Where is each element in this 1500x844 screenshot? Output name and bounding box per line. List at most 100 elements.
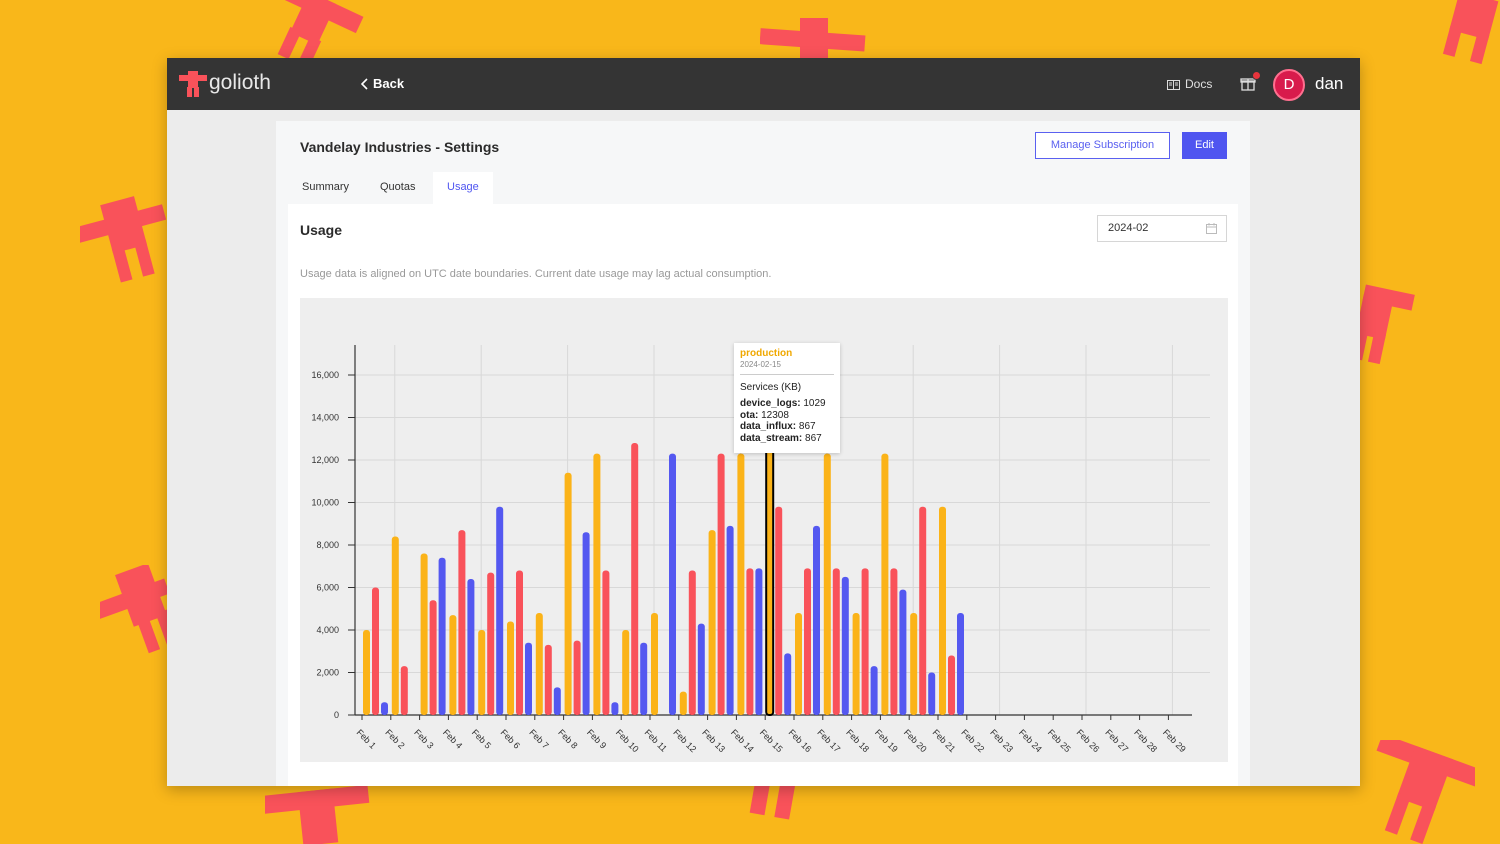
calendar-icon: [1206, 223, 1217, 234]
bar: [535, 613, 543, 715]
mascot-decoration-icon: [1442, 0, 1499, 65]
mascot-decoration-icon: [1376, 740, 1475, 844]
bar: [507, 621, 514, 715]
x-tick-label: Feb 13: [700, 727, 727, 754]
bar: [363, 630, 370, 715]
x-tick-label: Feb 7: [527, 727, 550, 750]
bar: [651, 613, 658, 715]
bar: [449, 615, 457, 715]
username[interactable]: dan: [1315, 74, 1344, 93]
x-tick-label: Feb 12: [671, 727, 698, 754]
golioth-logo-icon: [179, 71, 207, 97]
bar: [852, 613, 860, 715]
x-tick-label: Feb 3: [412, 727, 435, 750]
bar: [928, 672, 936, 715]
tooltip-heading: Services (KB): [740, 382, 802, 393]
bar: [881, 453, 889, 715]
x-tick-label: Feb 29: [1161, 727, 1188, 754]
usage-title: Usage: [300, 222, 343, 238]
tooltip-row: data_influx: 867: [740, 421, 834, 433]
bar: [861, 568, 869, 715]
bar: [708, 530, 716, 715]
tooltip-key: ota:: [740, 409, 759, 421]
tooltip-date: 2024-02-15: [740, 360, 781, 369]
x-tick-label: Feb 27: [1103, 727, 1130, 754]
manage-subscription-button[interactable]: Manage Subscription: [1035, 132, 1170, 159]
bar: [553, 687, 561, 715]
x-tick-label: Feb 6: [499, 727, 522, 750]
y-tick-label: 2,000: [316, 668, 339, 678]
x-tick-label: Feb 16: [787, 727, 814, 754]
gift-icon[interactable]: [1240, 75, 1256, 91]
x-tick-label: Feb 1: [355, 727, 378, 750]
bar: [467, 579, 475, 715]
x-tick-label: Feb 4: [441, 727, 464, 750]
chart-tooltip: production 2024-02-15 Services (KB) devi…: [734, 343, 840, 453]
back-button[interactable]: Back: [360, 76, 405, 91]
x-tick-label: Feb 14: [729, 727, 756, 754]
x-tick-label: Feb 26: [1075, 727, 1102, 754]
tooltip-value: 1029: [803, 398, 826, 409]
bar: [602, 570, 610, 715]
x-tick-label: Feb 22: [959, 727, 986, 754]
bar: [823, 453, 831, 715]
x-tick-label: Feb 9: [585, 727, 608, 750]
x-tick-label: Feb 20: [902, 727, 929, 754]
bar: [737, 453, 745, 715]
bar: [564, 472, 572, 715]
notification-dot: [1252, 71, 1261, 80]
month-value: 2024-02: [1108, 222, 1149, 234]
x-tick-label: Feb 11: [643, 727, 669, 753]
bar: [804, 568, 811, 715]
y-tick-label: 10,000: [311, 498, 339, 508]
back-label: Back: [373, 76, 405, 91]
x-tick-label: Feb 8: [556, 727, 579, 750]
bar: [544, 644, 552, 715]
bar: [910, 613, 918, 715]
bar: [775, 506, 783, 715]
y-tick-label: 14,000: [311, 413, 339, 423]
tab-usage[interactable]: Usage: [433, 172, 493, 204]
bar: [919, 506, 927, 715]
tooltip-value: 12308: [761, 409, 789, 421]
y-tick-label: 8,000: [316, 540, 339, 550]
x-tick-label: Feb 19: [873, 727, 900, 754]
bar: [870, 666, 878, 715]
tooltip-key: data_influx:: [740, 421, 797, 432]
tooltip-key: device_logs:: [740, 398, 801, 409]
x-tick-label: Feb 25: [1046, 727, 1073, 754]
tab-quotas[interactable]: Quotas: [380, 181, 416, 193]
bar: [832, 568, 840, 715]
tooltip-project: production: [740, 348, 793, 359]
bar: [573, 640, 581, 715]
mascot-decoration-icon: [749, 782, 796, 820]
bar: [438, 557, 446, 715]
x-tick-label: Feb 28: [1132, 727, 1159, 754]
docs-link[interactable]: Docs: [1167, 77, 1212, 91]
avatar[interactable]: D: [1273, 69, 1305, 101]
bar: [679, 691, 687, 715]
tooltip-row: data_stream: 867: [740, 433, 834, 445]
bar: [478, 630, 486, 715]
bar: [813, 525, 820, 715]
x-tick-label: Feb 18: [844, 727, 871, 754]
bar: [939, 506, 946, 715]
y-tick-label: 0: [334, 710, 339, 720]
bar: [525, 642, 532, 715]
month-picker[interactable]: 2024-02: [1097, 215, 1227, 242]
bar: [640, 642, 648, 715]
usage-note: Usage data is aligned on UTC date bounda…: [300, 268, 772, 280]
edit-button[interactable]: Edit: [1182, 132, 1227, 159]
bar: [890, 568, 898, 715]
tab-summary[interactable]: Summary: [302, 181, 350, 193]
bar: [420, 553, 428, 715]
mascot-decoration-icon: [274, 0, 364, 60]
bar: [795, 613, 802, 715]
y-tick-label: 6,000: [316, 583, 339, 593]
bar: [755, 568, 763, 715]
bar: [429, 600, 437, 715]
bar: [487, 572, 495, 715]
bar: [372, 587, 379, 715]
chevron-left-icon: [360, 78, 368, 90]
